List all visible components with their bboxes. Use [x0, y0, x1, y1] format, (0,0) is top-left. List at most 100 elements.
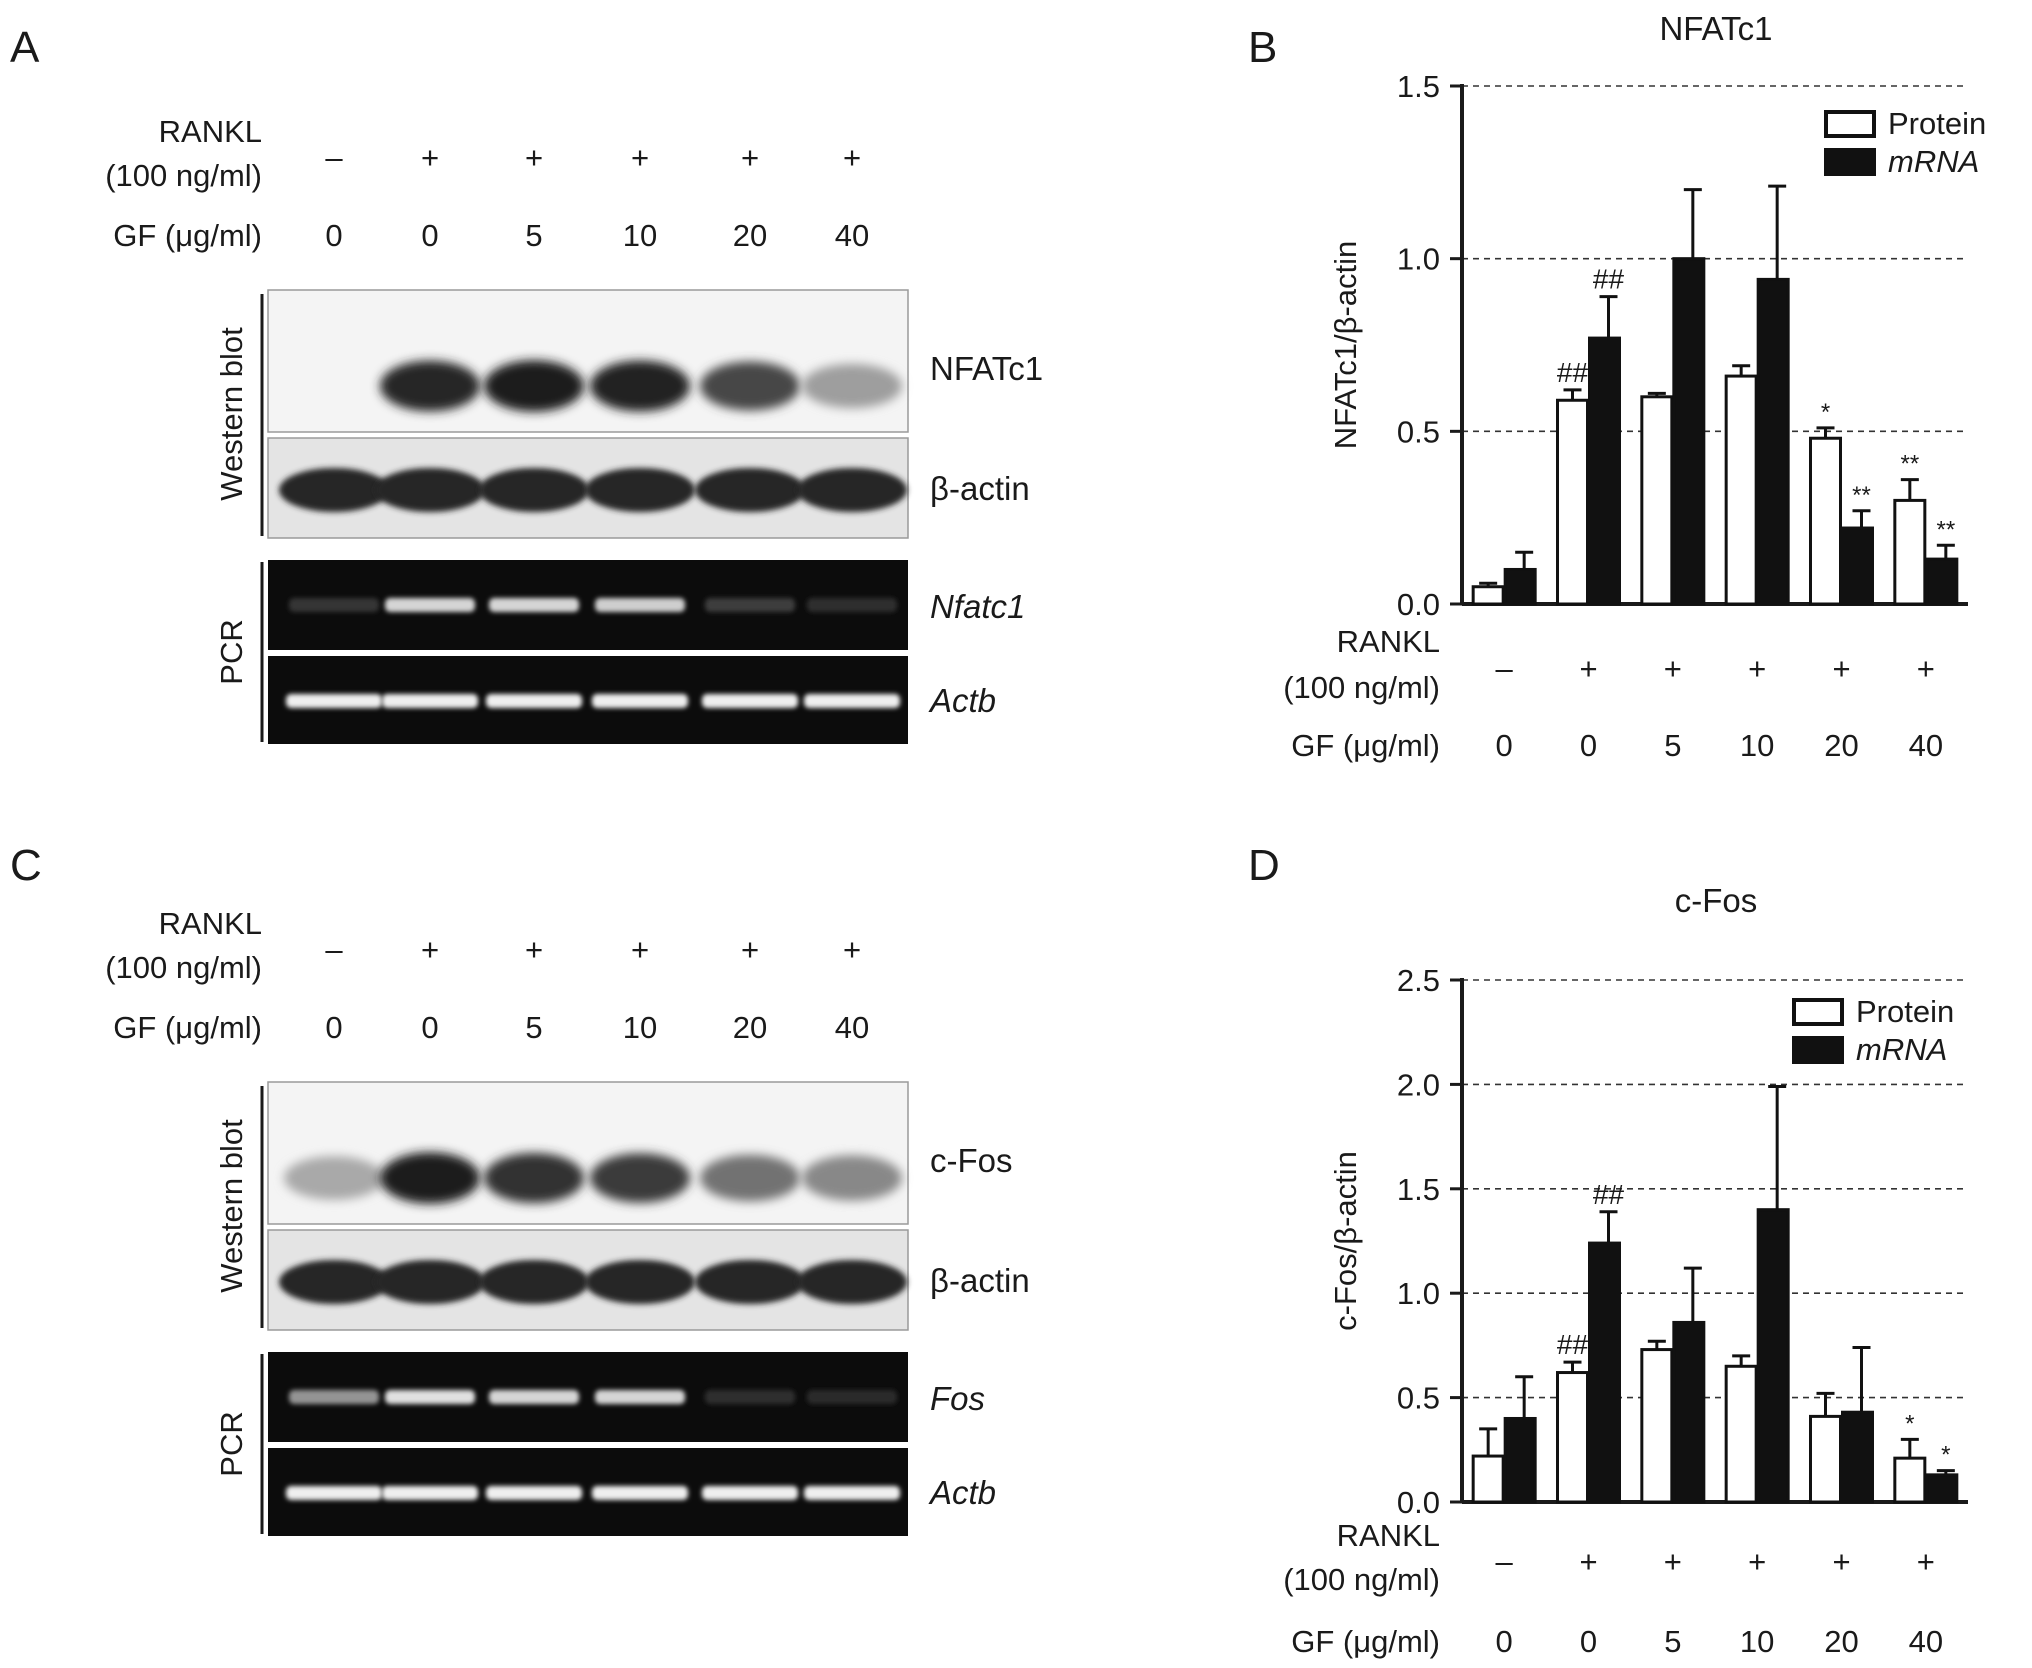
- mrna-bar: [1756, 277, 1790, 606]
- panel-c-lane-header: RANKL (100 ng/ml) GF (μg/ml) – + + + + +0 0 5 10 20 4…: [105, 906, 869, 1045]
- rankl-sign: +: [1664, 1544, 1682, 1579]
- pcr-target-band: [595, 598, 685, 612]
- rankl-sign: +: [1748, 1544, 1766, 1579]
- band-label: β-actin: [930, 470, 1030, 507]
- panel-d-letter: D: [1248, 841, 1280, 890]
- rankl-label: RANKL: [159, 114, 262, 149]
- gf-value: 40: [835, 1010, 869, 1045]
- gf-value: 0: [421, 218, 438, 253]
- rankl-label: RANKL: [1337, 1518, 1440, 1553]
- legend-swatch-mrna: [1824, 148, 1876, 176]
- legend-swatch-protein: [1792, 998, 1844, 1026]
- panel-b-letter: B: [1248, 23, 1277, 72]
- wb-target-band: [700, 361, 800, 411]
- rankl-sign: +: [741, 932, 759, 967]
- chart-title: NFATc1: [1659, 10, 1772, 47]
- pcr-actin-band: [702, 694, 798, 708]
- pcr-actin-band: [804, 694, 900, 708]
- legend-label-mrna: mRNA: [1856, 1032, 1947, 1067]
- protein-bar: [1809, 436, 1842, 606]
- rankl-sign: +: [1917, 651, 1935, 686]
- gf-value: 20: [1824, 728, 1858, 763]
- wb-target-band: [380, 1152, 480, 1204]
- pcr-target-band: [489, 1390, 579, 1404]
- pcr-actin-band: [592, 694, 688, 708]
- protein-bar: [1724, 1364, 1758, 1504]
- pcr-actin-band: [592, 1486, 688, 1500]
- protein-bar: [1471, 585, 1505, 606]
- rankl-label: RANKL: [1337, 624, 1440, 659]
- rankl-sign: +: [1832, 651, 1850, 686]
- y-axis-label: c-Fos/β-actin: [1328, 1151, 1363, 1331]
- wb-target-band: [284, 1156, 384, 1200]
- mrna-bar: [1841, 1410, 1874, 1504]
- significance-marker: ##: [1593, 264, 1625, 295]
- wb-target-band: [590, 360, 690, 412]
- wb-target-band: [590, 1153, 690, 1203]
- gf-value: 10: [1740, 728, 1774, 763]
- y-tick-label: 0.5: [1397, 414, 1440, 449]
- significance-marker: ##: [1557, 357, 1589, 388]
- rankl-sign: –: [1496, 1544, 1514, 1579]
- mrna-bar: [1672, 1320, 1706, 1504]
- gf-value: 40: [835, 218, 869, 253]
- rankl-sign: +: [525, 932, 543, 967]
- significance-marker: ##: [1593, 1179, 1625, 1210]
- protein-bar: [1893, 1456, 1927, 1504]
- mrna-bar: [1503, 567, 1537, 606]
- rankl-sign: +: [631, 932, 649, 967]
- band-label: Nfatc1: [930, 588, 1025, 625]
- legend-label-protein: Protein: [1888, 106, 1986, 141]
- band-label: NFATc1: [930, 350, 1043, 387]
- rankl-concentration: (100 ng/ml): [105, 950, 262, 985]
- rankl-sign: –: [1496, 651, 1514, 686]
- pcr-target-band: [595, 1390, 685, 1404]
- significance-marker: **: [1936, 516, 1955, 543]
- rankl-concentration: (100 ng/ml): [105, 158, 262, 193]
- mrna-bar: [1756, 1208, 1790, 1504]
- pcr-actin-band: [804, 1486, 900, 1500]
- protein-bar: [1809, 1414, 1842, 1504]
- pcr-actin-band: [382, 1486, 478, 1500]
- legend-swatch-protein: [1824, 110, 1876, 138]
- panel-a-blots: Western blot PCR NFATc1 β-actin Nfatc1 Actb: [214, 289, 1043, 744]
- pcr-actin-band: [382, 694, 478, 708]
- gf-value: 5: [525, 218, 542, 253]
- pcr-target-band: [705, 598, 795, 612]
- panel-d-chart: c-Fos 0.0 0.5 1.0 1.5 2.0 2.5 c-Fos/β-actin ## * #…: [1283, 882, 1968, 1659]
- rankl-sign: +: [843, 140, 861, 175]
- significance-marker: *: [1941, 1442, 1950, 1469]
- gf-label: GF (μg/ml): [113, 218, 262, 253]
- pcr-actin-band: [486, 1486, 582, 1500]
- gf-value: 10: [623, 1010, 657, 1045]
- wb-actin-band: [797, 1260, 907, 1304]
- legend-label-protein: Protein: [1856, 994, 1954, 1029]
- wb-actin-band: [479, 1260, 589, 1304]
- western-blot-target-membrane: [267, 1081, 909, 1225]
- protein-bar: [1893, 498, 1927, 606]
- legend-swatch-mrna: [1792, 1036, 1844, 1064]
- y-tick-label: 1.5: [1397, 69, 1440, 104]
- western-blot-label: Western blot: [214, 1119, 249, 1293]
- protein-bar: [1640, 1348, 1674, 1504]
- pcr-target-band: [289, 598, 379, 612]
- band-label: Actb: [928, 1474, 996, 1511]
- gf-value: 0: [1496, 728, 1513, 763]
- rankl-sign: –: [325, 140, 343, 175]
- y-tick-label: 2.5: [1397, 963, 1440, 998]
- rankl-concentration: (100 ng/ml): [1283, 1562, 1440, 1597]
- mrna-bar: [1841, 526, 1874, 606]
- wb-actin-band: [479, 468, 589, 512]
- gf-value: 0: [1580, 728, 1597, 763]
- protein-bar: [1724, 374, 1758, 606]
- pcr-label: PCR: [214, 619, 249, 684]
- wb-actin-band: [375, 468, 485, 512]
- band-label: β-actin: [930, 1262, 1030, 1299]
- band-label: Actb: [928, 682, 996, 719]
- pcr-target-band: [705, 1390, 795, 1404]
- wb-actin-band: [279, 468, 389, 512]
- y-tick-label: 0.0: [1397, 1485, 1440, 1520]
